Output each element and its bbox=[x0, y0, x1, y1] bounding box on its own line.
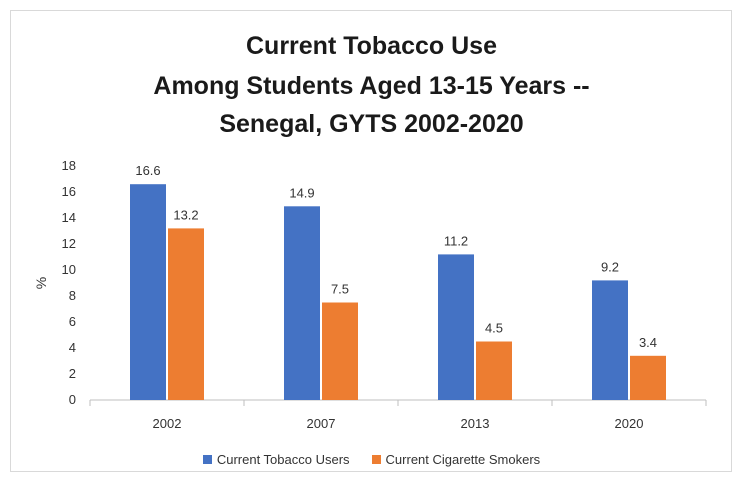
legend-label-tobacco-users: Current Tobacco Users bbox=[216, 452, 350, 467]
bar-tobacco-users-2020 bbox=[592, 280, 628, 400]
x-tick-label: 2013 bbox=[461, 416, 490, 431]
y-tick-label: 10 bbox=[62, 262, 76, 277]
bar-cigarette-smokers-2007 bbox=[322, 302, 358, 400]
data-label: 9.2 bbox=[601, 259, 619, 274]
y-tick-label: 12 bbox=[62, 236, 76, 251]
data-label: 7.5 bbox=[331, 282, 349, 297]
legend-swatch-tobacco-users bbox=[202, 455, 212, 464]
data-label: 4.5 bbox=[485, 321, 503, 336]
y-tick-label: 16 bbox=[62, 184, 76, 199]
y-tick-label: 14 bbox=[62, 210, 76, 225]
chart-title-line-3: Senegal, GYTS 2002-2020 bbox=[219, 110, 524, 138]
data-label: 16.6 bbox=[135, 163, 160, 178]
y-axis-label: % bbox=[33, 277, 49, 289]
y-tick-label: 2 bbox=[69, 366, 76, 381]
y-tick-label: 4 bbox=[69, 340, 76, 355]
bar-cigarette-smokers-2013 bbox=[476, 341, 512, 400]
chart-title-line-1: Current Tobacco Use bbox=[246, 32, 497, 60]
y-tick-label: 18 bbox=[62, 158, 76, 173]
bar-tobacco-users-2007 bbox=[284, 206, 320, 400]
legend-item-tobacco-users: Current Tobacco Users bbox=[202, 452, 350, 467]
x-tick-label: 2002 bbox=[153, 416, 182, 431]
y-tick-label: 8 bbox=[69, 288, 76, 303]
chart-title-line-2: Among Students Aged 13-15 Years -- bbox=[153, 72, 590, 100]
data-label: 3.4 bbox=[639, 335, 657, 350]
x-tick-label: 2007 bbox=[307, 416, 336, 431]
bar-cigarette-smokers-2002 bbox=[168, 228, 204, 400]
data-label: 11.2 bbox=[444, 233, 468, 248]
legend-item-cigarette-smokers: Current Cigarette Smokers bbox=[371, 452, 541, 467]
chart-legend: Current Tobacco Users Current Cigarette … bbox=[0, 452, 743, 467]
bar-cigarette-smokers-2020 bbox=[630, 355, 666, 400]
y-tick-label: 6 bbox=[69, 314, 76, 329]
legend-label-cigarette-smokers: Current Cigarette Smokers bbox=[385, 452, 541, 467]
bar-tobacco-users-2002 bbox=[130, 184, 166, 400]
x-tick-label: 2020 bbox=[615, 416, 644, 431]
bar-tobacco-users-2013 bbox=[438, 254, 474, 400]
data-label: 13.2 bbox=[173, 207, 198, 222]
data-label: 14.9 bbox=[289, 185, 314, 200]
legend-swatch-cigarette-smokers bbox=[371, 455, 381, 464]
y-tick-label: 0 bbox=[69, 392, 76, 407]
